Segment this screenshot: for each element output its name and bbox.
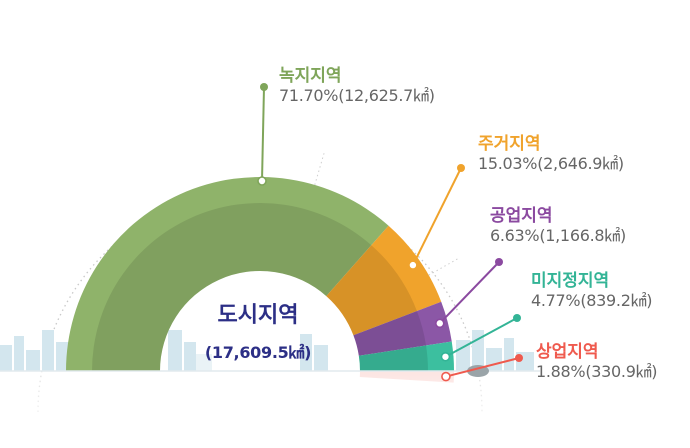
leader-anchor-3	[440, 351, 451, 362]
slice-0	[66, 177, 389, 371]
slice-2	[353, 301, 452, 356]
leader-dot-0	[260, 83, 268, 91]
center-title: 도시지역	[217, 303, 299, 328]
leader-line-0	[261, 86, 265, 182]
slice-label-residential: 주거지역 15.03%(2,646.9㎢)	[478, 134, 624, 174]
leader-line-2	[439, 261, 500, 325]
leader-dot-3	[513, 314, 521, 322]
leader-anchor-0	[257, 176, 267, 186]
slice-inner-band-2	[353, 311, 427, 356]
slice-value: 4.77%(839.2㎢)	[531, 291, 653, 310]
slice-label-unassigned: 미지정지역 4.77%(839.2㎢)	[531, 271, 653, 311]
slice-name: 상업지역	[536, 342, 599, 362]
center-total: (17,609.5㎢)	[204, 343, 312, 362]
slice-3	[358, 341, 454, 371]
slice-label-green: 녹지지역 71.70%(12,625.7㎢)	[279, 66, 435, 106]
slice-inner-band-1	[326, 245, 417, 336]
slice-label-industrial: 공업지역 6.63%(1,166.8㎢)	[490, 206, 626, 246]
slice-inner-band-0	[92, 203, 372, 371]
leader-anchor-4	[441, 371, 451, 382]
radial-guide-0	[314, 150, 326, 186]
slice-value: 1.88%(330.9㎢)	[536, 362, 658, 381]
slice-inner-band-3	[358, 345, 428, 371]
leader-line-4	[445, 357, 520, 378]
slice-1	[326, 225, 442, 336]
leader-lines	[257, 83, 523, 382]
leader-dot-2	[495, 258, 503, 266]
leader-dot-1	[457, 164, 465, 172]
ring-chart	[66, 177, 455, 371]
city-skyline	[0, 330, 534, 371]
slice-value: 6.63%(1,166.8㎢)	[490, 226, 626, 245]
slice-name: 녹지지역	[279, 66, 342, 86]
slice-label-commercial: 상업지역 1.88%(330.9㎢)	[536, 342, 658, 382]
slice-value: 71.70%(12,625.7㎢)	[279, 86, 435, 105]
slice-name: 공업지역	[490, 206, 553, 226]
leader-anchor-1	[408, 260, 418, 270]
leader-line-1	[412, 167, 462, 266]
leader-anchor-2	[434, 318, 445, 329]
leader-dot-4	[515, 354, 523, 362]
slice-name: 주거지역	[478, 134, 541, 154]
slice-name: 미지정지역	[531, 271, 610, 291]
reflection-fade	[0, 371, 690, 448]
slice-value: 15.03%(2,646.9㎢)	[478, 154, 624, 173]
leader-line-3	[444, 317, 518, 358]
radial-guide-1	[428, 257, 461, 276]
